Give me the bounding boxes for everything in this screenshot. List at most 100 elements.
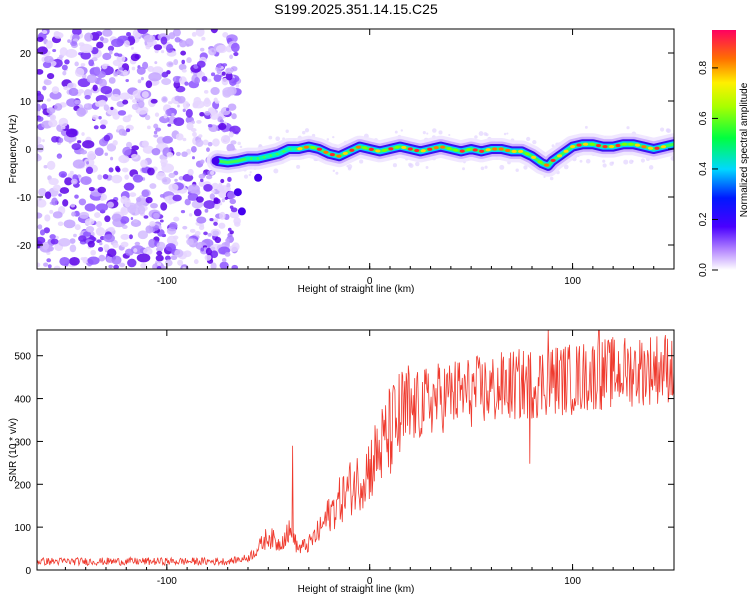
ridge-point [492,147,498,151]
noise-blob [146,125,151,130]
ridge-point [375,149,381,153]
faint-blob [248,173,251,177]
noise-blob [86,74,98,84]
noise-blob [84,218,95,226]
noise-blob [194,231,201,236]
spectrogram-marks [37,29,674,269]
noise-blob [168,172,176,179]
noise-blob [88,59,95,67]
noise-blob [107,226,115,232]
colorbar-tick-label: 0.6 [698,111,709,125]
noise-blob [110,106,114,111]
noise-blob [67,39,71,43]
noise-blob [59,187,70,194]
noise-blob [42,85,47,91]
noise-blob [100,119,108,126]
noise-blob [162,135,173,144]
noise-blob [96,70,106,79]
ridge-point [407,147,413,151]
colorbar-tick-label: 0.4 [698,162,709,176]
noise-blob [128,234,133,240]
noise-blob [68,257,80,266]
noise-blob [44,55,54,64]
noise-blob [59,256,70,266]
noise-blob [106,201,115,208]
noise-blob [77,89,85,94]
noise-blob [196,60,206,68]
faint-blob [326,138,330,141]
snr-y-label: SNR (10 * v/v) [8,418,19,482]
noise-blob [150,202,158,209]
ridge-point [544,163,550,167]
faint-blob [422,131,426,135]
ridge-point [654,146,660,150]
faint-blob [237,141,241,146]
noise-blob [125,128,131,133]
noise-blob [190,146,197,153]
noise-blob [178,63,187,71]
noise-blob [112,242,119,248]
noise-blob [103,104,110,111]
noise-blob [196,119,202,124]
noise-blob [51,86,60,94]
ridge-point [368,147,374,151]
faint-blob [335,171,339,175]
ridge-point [336,154,342,158]
noise-blob [100,196,105,202]
ridge-point [446,147,452,151]
faint-blob [239,145,243,149]
noise-blob [226,143,235,153]
noise-blob [111,213,122,222]
noise-blob [118,262,126,268]
noise-blob [128,35,135,42]
noise-blob [193,96,202,106]
noise-blob [37,103,42,112]
noise-blob [97,174,103,181]
ridge-point [485,148,491,152]
noise-blob [215,44,228,54]
noise-blob [100,85,113,95]
noise-blob [222,31,229,38]
noise-blob [82,140,95,149]
noise-blob [204,111,211,116]
noise-blob [166,61,174,68]
noise-blob [223,135,231,142]
ridge-point [310,145,316,150]
faint-blob [503,132,507,136]
onset-blob [211,157,220,165]
noise-blob [44,191,52,200]
noise-blob [184,198,191,206]
noise-blob [70,40,78,46]
noise-blob [83,158,95,168]
noise-blob [161,71,169,78]
noise-blob [131,66,136,71]
ridge-point [550,158,556,163]
ridge-point [394,145,400,149]
noise-blob [149,183,157,189]
noise-blob [225,71,233,81]
y-tick-label: 10 [20,97,32,108]
noise-blob [83,231,91,237]
noise-blob [122,99,129,105]
noise-blob [87,240,95,248]
noise-blob [78,42,85,47]
noise-blob [78,198,87,206]
noise-blob [145,225,154,234]
x-tick-label: -100 [157,576,177,587]
faint-blob [515,168,519,172]
noise-blob [161,78,172,86]
y-tick-label: 0 [25,145,31,156]
colorbar-tick-label: 0.8 [698,61,709,75]
noise-blob [175,151,181,157]
noise-blob [62,199,69,207]
ridge-point [459,149,465,153]
noise-blob [73,233,77,238]
noise-blob [155,254,164,262]
faint-blob [425,166,429,169]
noise-blob [74,61,79,67]
noise-blob [37,154,41,159]
noise-blob [207,141,213,147]
noise-blob [96,220,103,228]
ridge-point [427,147,433,151]
ridge-point [362,146,368,150]
